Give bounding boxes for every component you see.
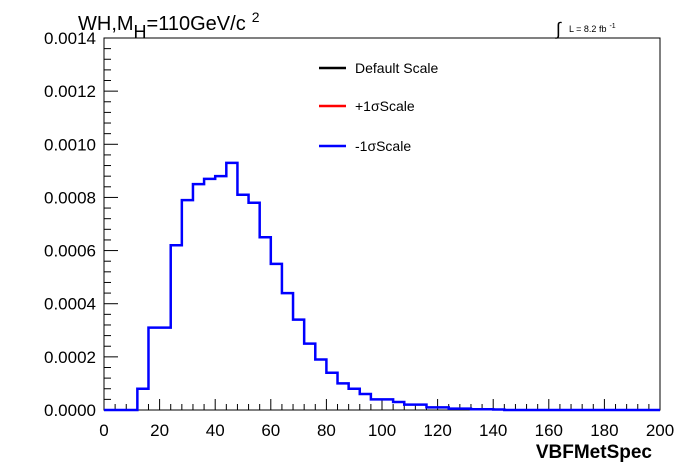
histogram-series bbox=[104, 161, 660, 412]
x-tick-label: 60 bbox=[261, 421, 280, 440]
x-tick-label: 140 bbox=[479, 421, 507, 440]
x-tick-label: 80 bbox=[317, 421, 336, 440]
y-tick-label: 0.0010 bbox=[44, 135, 96, 154]
x-axis-label: VBFMetSpec bbox=[536, 442, 653, 463]
title-rest: =110GeV/c bbox=[147, 13, 246, 35]
legend-label-minus: -1σScale bbox=[355, 138, 411, 154]
x-tick-label: 180 bbox=[590, 421, 618, 440]
x-tick-label: 200 bbox=[646, 421, 674, 440]
y-tick-label: 0.0006 bbox=[44, 242, 96, 261]
title-main: WH,M bbox=[78, 13, 134, 35]
legend-label-default: Default Scale bbox=[355, 60, 438, 76]
x-tick-label: 120 bbox=[423, 421, 451, 440]
title-superscript: 2 bbox=[252, 9, 260, 25]
y-tick-label: 0.0000 bbox=[44, 401, 96, 420]
x-axis: 0 20 40 60 80 100 120 140 160 180 200 bbox=[99, 399, 674, 440]
series-layer bbox=[104, 161, 660, 412]
y-tick-label: 0.0008 bbox=[44, 188, 96, 207]
y-tick-label: 0.0002 bbox=[44, 348, 96, 367]
y-tick-label: 0.0014 bbox=[44, 29, 96, 48]
x-tick-label: 0 bbox=[99, 421, 108, 440]
x-tick-label: 20 bbox=[150, 421, 169, 440]
x-tick-label: 40 bbox=[206, 421, 225, 440]
chart-title: WH,MH=110GeV/c 2 bbox=[78, 9, 260, 42]
y-tick-label: 0.0004 bbox=[44, 295, 96, 314]
x-tick-label: 100 bbox=[368, 421, 396, 440]
lumi-text: L = 8.2 fb bbox=[569, 24, 606, 34]
legend-label-plus: +1σScale bbox=[355, 98, 415, 114]
x-tick-label: 160 bbox=[535, 421, 563, 440]
lumi-label: L = 8.2 fb -1 bbox=[569, 23, 616, 34]
y-axis: 0.0000 0.0002 0.0004 0.0006 0.0008 0.0010 0.00… bbox=[44, 29, 118, 420]
legend: Default Scale +1σScale -1σScale bbox=[319, 60, 438, 154]
y-tick-label: 0.0012 bbox=[44, 82, 96, 101]
lumi-superscript: -1 bbox=[609, 23, 615, 30]
lumi-integral-symbol: ∫ bbox=[554, 19, 562, 39]
title-subscript: H bbox=[134, 22, 147, 42]
plot-frame bbox=[103, 37, 661, 411]
